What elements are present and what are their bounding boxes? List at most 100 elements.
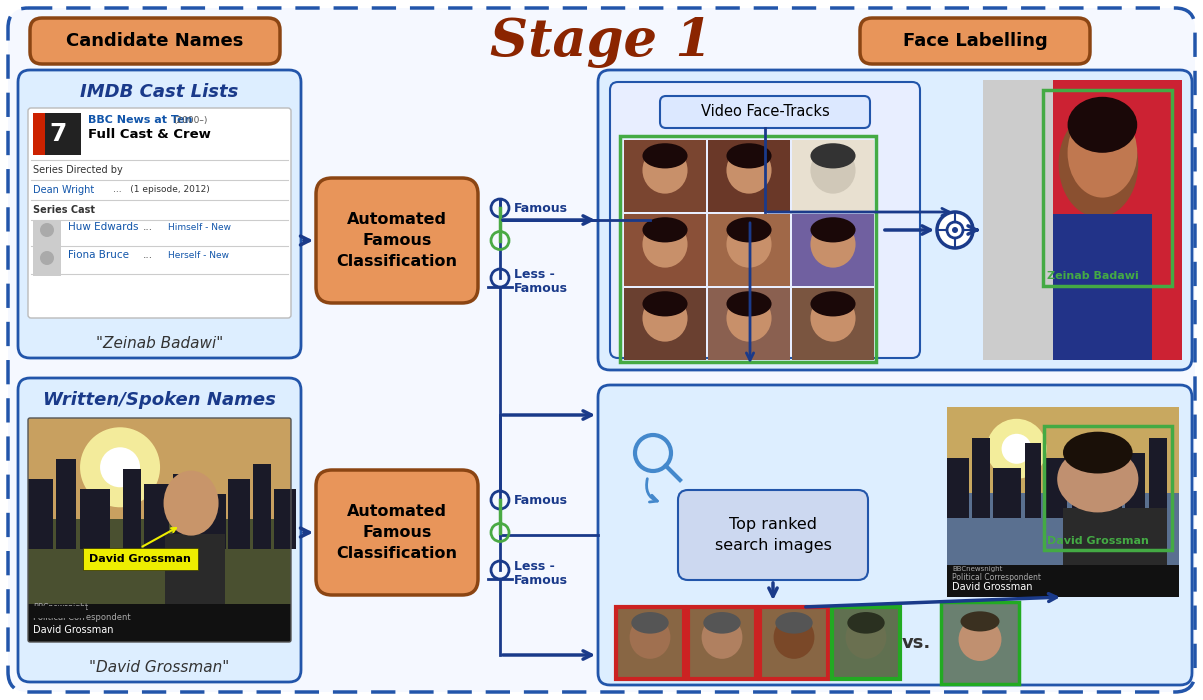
Bar [620, 136, 876, 362]
Bar [760, 607, 828, 679]
Text: Famous: Famous [514, 202, 568, 214]
Bar [832, 607, 900, 679]
Ellipse shape [727, 220, 771, 267]
Ellipse shape [642, 217, 688, 242]
Ellipse shape [811, 295, 855, 342]
Bar [1149, 438, 1167, 517]
Ellipse shape [774, 615, 814, 659]
Text: Candidate Names: Candidate Names [66, 32, 244, 50]
Ellipse shape [727, 144, 771, 169]
Text: Himself - New: Himself - New [168, 223, 231, 232]
Bar [1043, 90, 1172, 286]
Bar [624, 214, 706, 286]
Text: Famous: Famous [514, 281, 568, 295]
FancyBboxPatch shape [28, 108, 291, 318]
Ellipse shape [629, 615, 670, 659]
Ellipse shape [642, 147, 688, 194]
Bar [1045, 458, 1067, 517]
Ellipse shape [40, 223, 54, 237]
Bar [760, 607, 828, 679]
Bar [972, 438, 990, 517]
Bar [947, 407, 1179, 597]
Ellipse shape [811, 220, 855, 267]
Bar [32, 113, 81, 155]
Bar [941, 602, 1019, 684]
Text: Stage 1: Stage 1 [490, 17, 712, 67]
Ellipse shape [642, 291, 688, 316]
Bar [688, 607, 755, 679]
FancyBboxPatch shape [18, 70, 301, 358]
Ellipse shape [846, 615, 887, 659]
Ellipse shape [642, 295, 688, 342]
Bar [947, 407, 1179, 493]
Bar [832, 607, 900, 679]
Text: David Grossman: David Grossman [952, 582, 1032, 592]
Text: BBC News at Ten: BBC News at Ten [88, 115, 192, 125]
Ellipse shape [642, 144, 688, 169]
Bar [983, 80, 1053, 360]
Ellipse shape [1067, 108, 1137, 197]
Bar [274, 489, 296, 549]
Text: Famous: Famous [514, 573, 568, 587]
Bar [1097, 463, 1122, 517]
Bar [1025, 442, 1041, 517]
FancyBboxPatch shape [30, 18, 280, 64]
Text: Huw Edwards: Huw Edwards [69, 222, 138, 232]
Bar [1125, 452, 1145, 517]
Text: Fiona Bruce: Fiona Bruce [69, 250, 129, 260]
Bar [688, 607, 755, 679]
Bar [123, 469, 141, 549]
Bar [1044, 426, 1172, 550]
Ellipse shape [811, 144, 855, 169]
Text: Face Labelling: Face Labelling [902, 32, 1048, 50]
Text: 7: 7 [49, 122, 66, 146]
Bar [624, 140, 706, 212]
Text: David Grossman: David Grossman [1048, 536, 1149, 545]
Bar [792, 140, 875, 212]
Bar [616, 607, 685, 679]
Bar [198, 494, 226, 549]
Bar [165, 535, 225, 642]
Text: Political Correspondent: Political Correspondent [952, 573, 1041, 582]
Ellipse shape [727, 217, 771, 242]
Ellipse shape [775, 612, 813, 634]
Bar [28, 519, 291, 642]
Ellipse shape [811, 147, 855, 194]
Text: Video Face-Tracks: Video Face-Tracks [700, 104, 829, 120]
Text: Automated
Famous
Classification: Automated Famous Classification [337, 504, 457, 561]
Text: Zeinab Badawi: Zeinab Badawi [1047, 271, 1138, 281]
Ellipse shape [1059, 111, 1138, 217]
Ellipse shape [81, 427, 160, 508]
FancyBboxPatch shape [316, 470, 478, 595]
Text: Automated
Famous
Classification: Automated Famous Classification [337, 212, 457, 269]
Bar [32, 248, 61, 276]
Ellipse shape [1002, 434, 1032, 464]
Bar [28, 604, 291, 642]
Ellipse shape [1067, 97, 1137, 153]
Text: (2000–): (2000–) [173, 116, 207, 125]
FancyBboxPatch shape [678, 490, 869, 580]
Text: "David Grossman": "David Grossman" [89, 661, 230, 676]
Bar [1063, 508, 1167, 597]
Ellipse shape [701, 615, 742, 659]
Ellipse shape [727, 295, 771, 342]
FancyBboxPatch shape [8, 8, 1195, 692]
Bar [28, 418, 291, 519]
Ellipse shape [1057, 446, 1138, 512]
Bar [792, 214, 875, 286]
Bar [83, 548, 198, 570]
Ellipse shape [986, 419, 1047, 479]
Ellipse shape [1063, 432, 1132, 473]
Text: Written/Spoken Names: Written/Spoken Names [43, 391, 275, 409]
Text: Less -: Less - [514, 559, 555, 573]
Bar [832, 607, 900, 679]
Bar [1053, 214, 1152, 360]
Bar [688, 607, 755, 679]
Bar [1072, 447, 1092, 517]
Ellipse shape [40, 251, 54, 265]
Bar [28, 479, 53, 549]
Text: David Grossman: David Grossman [32, 625, 113, 635]
Bar [709, 140, 790, 212]
Ellipse shape [847, 612, 884, 634]
Ellipse shape [164, 470, 219, 536]
